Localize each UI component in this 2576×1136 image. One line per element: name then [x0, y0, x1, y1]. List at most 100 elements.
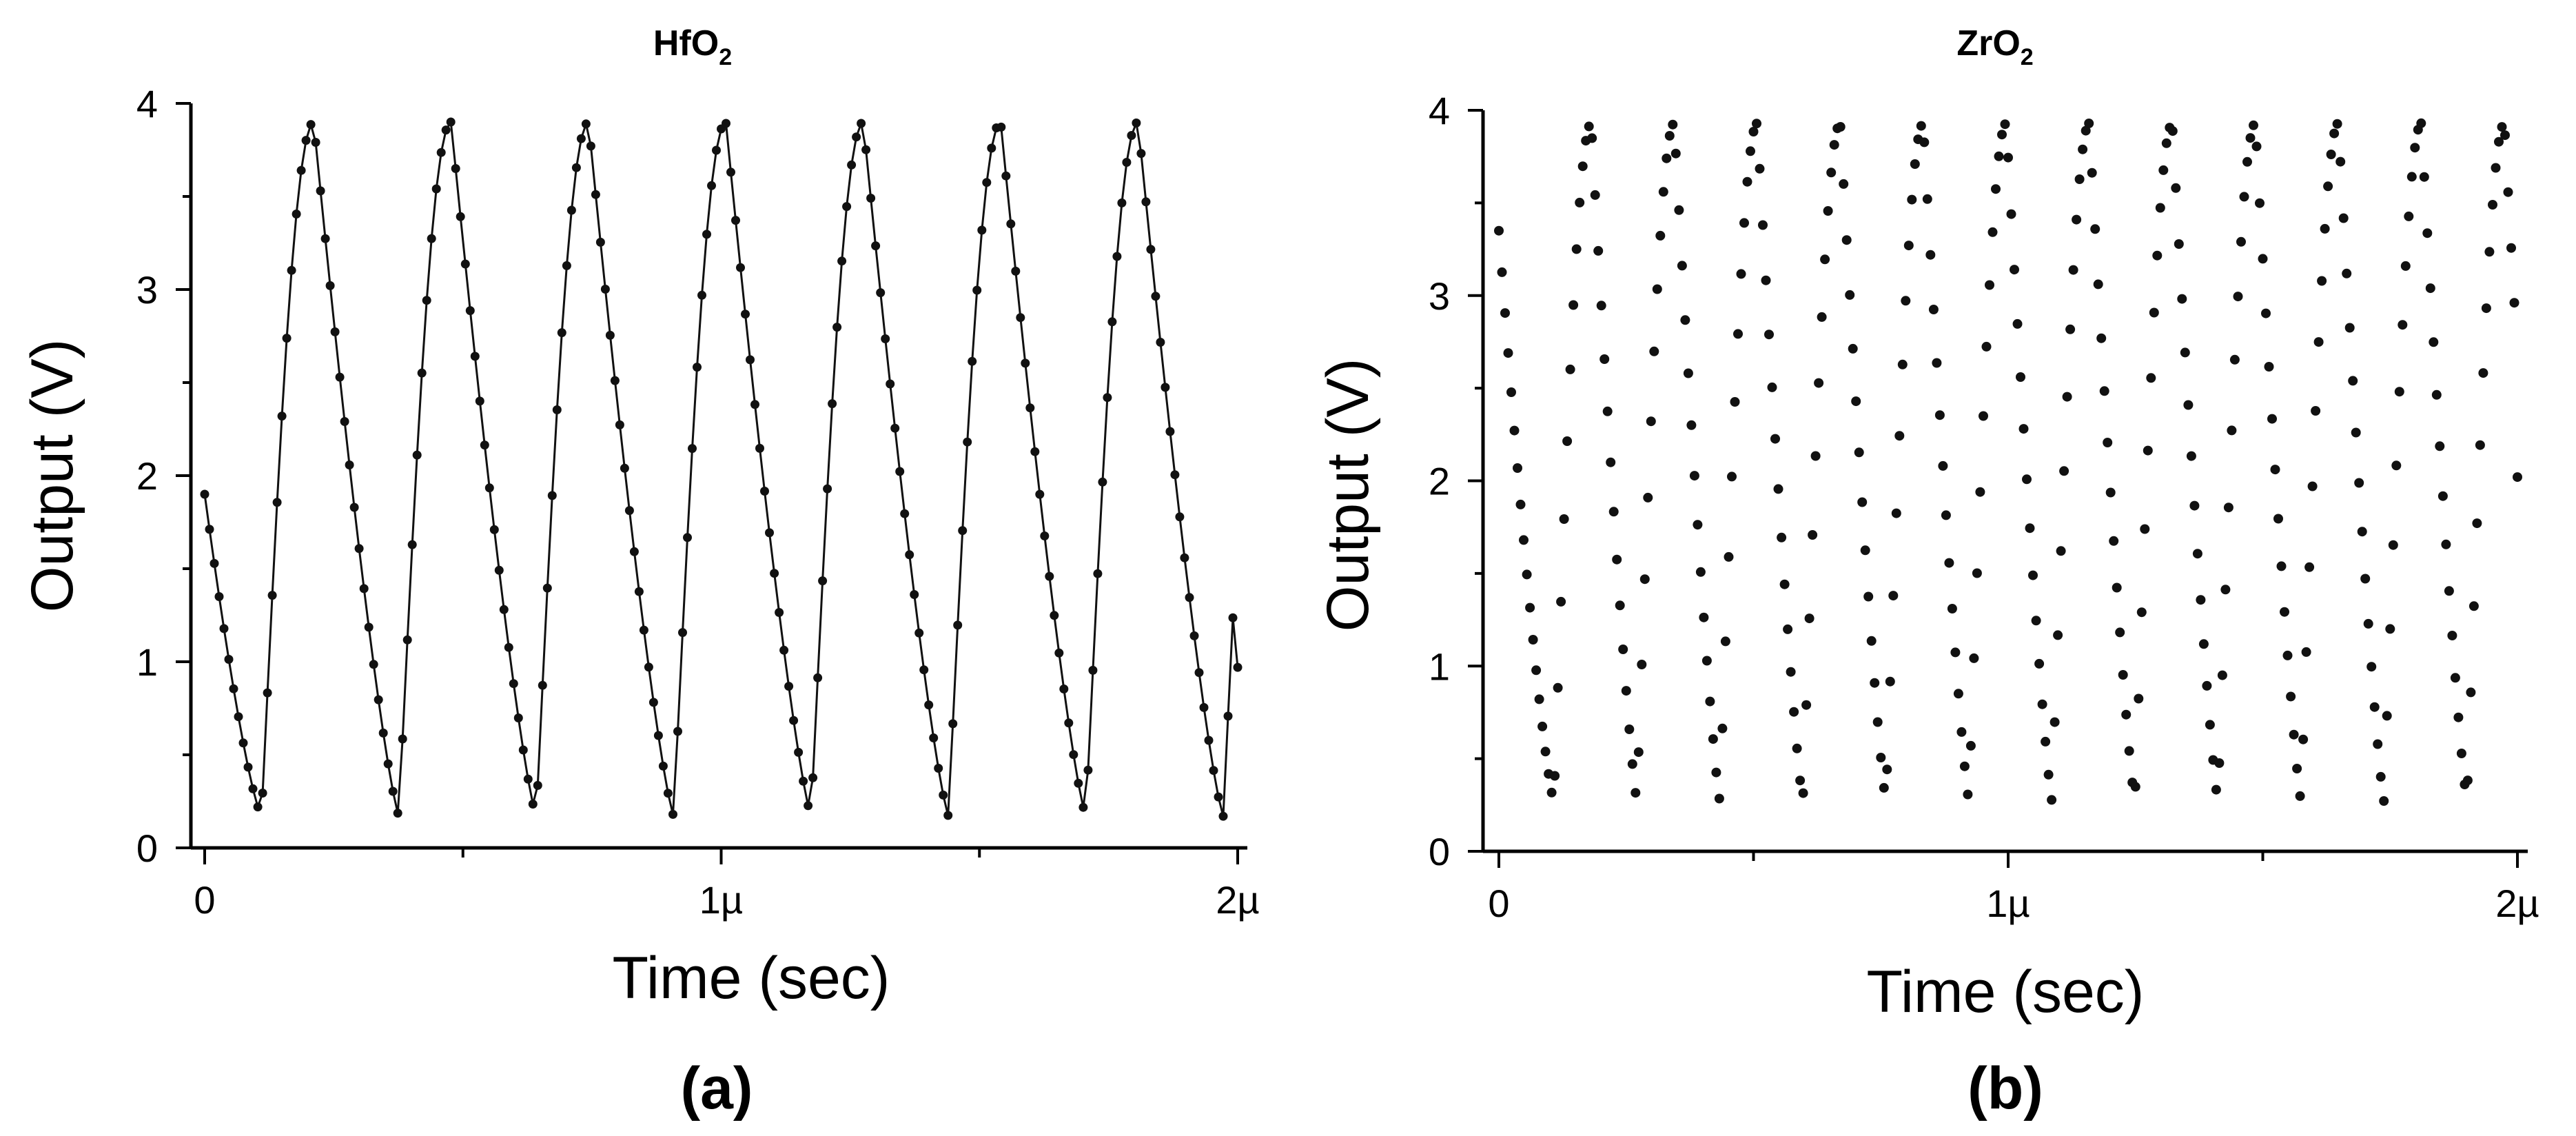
data-point: [2043, 769, 2054, 780]
data-point: [1127, 131, 1136, 140]
data-point: [2236, 236, 2246, 247]
data-point: [1686, 420, 1697, 430]
data-point: [2124, 746, 2134, 756]
x-axis-title: Time (sec): [1867, 959, 2145, 1025]
data-point: [1098, 477, 1107, 487]
data-point: [1820, 254, 1830, 265]
data-point: [2326, 150, 2336, 159]
data-point: [1652, 284, 1662, 294]
data-point: [451, 164, 460, 173]
data-point: [789, 716, 799, 725]
data-point: [1122, 158, 1132, 167]
y-tick-label: 0: [136, 826, 158, 870]
data-point: [2161, 138, 2171, 148]
data-point: [475, 396, 484, 406]
data-point: [624, 506, 634, 516]
data-point: [2068, 265, 2078, 275]
data-point: [1724, 551, 1734, 562]
data-point: [2189, 500, 2200, 511]
data-point: [1953, 689, 1963, 699]
data-point: [1997, 130, 2007, 140]
data-point: [571, 163, 581, 172]
data-point: [2081, 125, 2091, 136]
data-point: [1792, 743, 1802, 753]
data-point: [2261, 308, 2271, 318]
data-point: [267, 591, 277, 600]
data-point: [2497, 122, 2507, 132]
data-point: [2180, 347, 2190, 358]
y-axis-title: Output (V): [19, 339, 85, 613]
data-point: [436, 148, 446, 157]
data-point: [1506, 387, 1516, 397]
data-point: [335, 372, 345, 382]
data-point: [1767, 382, 1777, 392]
data-point: [871, 241, 881, 251]
data-point: [813, 673, 823, 682]
x-tick-label: 2µ: [2495, 882, 2539, 925]
data-point: [1733, 329, 1743, 339]
y-tick-label: 4: [136, 82, 158, 125]
data-point: [1814, 378, 1824, 388]
data-point: [982, 178, 992, 187]
data-point: [1860, 545, 1870, 556]
data-point: [1112, 252, 1122, 261]
data-point: [2400, 261, 2411, 271]
data-point: [707, 181, 716, 190]
data-point: [1872, 717, 1883, 727]
data-point: [1736, 269, 1746, 279]
data-point: [924, 700, 934, 710]
data-point: [518, 745, 528, 755]
data-point: [2367, 662, 2377, 672]
data-point: [306, 120, 316, 130]
data-point: [1932, 358, 1942, 368]
data-point: [2056, 546, 2066, 556]
data-point: [987, 143, 996, 153]
data-point: [1602, 406, 1613, 416]
data-point: [1752, 119, 1761, 129]
data-point: [2276, 561, 2287, 571]
data-point: [2456, 749, 2466, 758]
data-point: [2072, 214, 2082, 225]
data-point: [2453, 712, 2464, 722]
data-point: [2078, 144, 2088, 154]
data-point: [253, 802, 263, 812]
data-point: [1876, 753, 1886, 762]
data-point: [1907, 194, 1917, 205]
data-point: [219, 624, 229, 633]
data-point: [1689, 471, 1699, 481]
data-point: [1979, 411, 1988, 421]
data-point: [726, 168, 735, 177]
data-point: [1848, 343, 1858, 354]
data-point: [1006, 219, 1016, 229]
data-point: [1674, 205, 1684, 215]
data-point: [523, 774, 533, 784]
data-point: [1987, 227, 1998, 237]
data-point: [2183, 400, 2194, 410]
data-point: [1088, 665, 1098, 675]
data-point: [1916, 121, 1926, 131]
data-point: [837, 256, 847, 266]
data-point: [2320, 223, 2330, 234]
data-point: [828, 399, 837, 409]
data-point: [1870, 678, 1880, 688]
data-point: [1050, 611, 1059, 620]
data-point: [2087, 168, 2097, 178]
data-point: [2385, 624, 2395, 634]
x-tick-label: 0: [194, 878, 215, 922]
data-point: [2022, 474, 2032, 485]
data-point: [2140, 524, 2150, 534]
data-point: [939, 790, 948, 800]
data-point: [1633, 747, 1644, 758]
data-point: [996, 122, 1006, 132]
data-point: [1922, 194, 1932, 204]
data-point: [1894, 431, 1905, 441]
data-point: [1209, 766, 1218, 775]
data-point: [1972, 568, 1982, 578]
data-point: [2062, 392, 2072, 402]
data-point: [914, 628, 924, 638]
data-point: [1965, 740, 1976, 751]
data-point: [2155, 203, 2165, 213]
data-point: [2217, 670, 2227, 680]
data-point: [2472, 518, 2482, 529]
data-point: [1627, 759, 1637, 769]
